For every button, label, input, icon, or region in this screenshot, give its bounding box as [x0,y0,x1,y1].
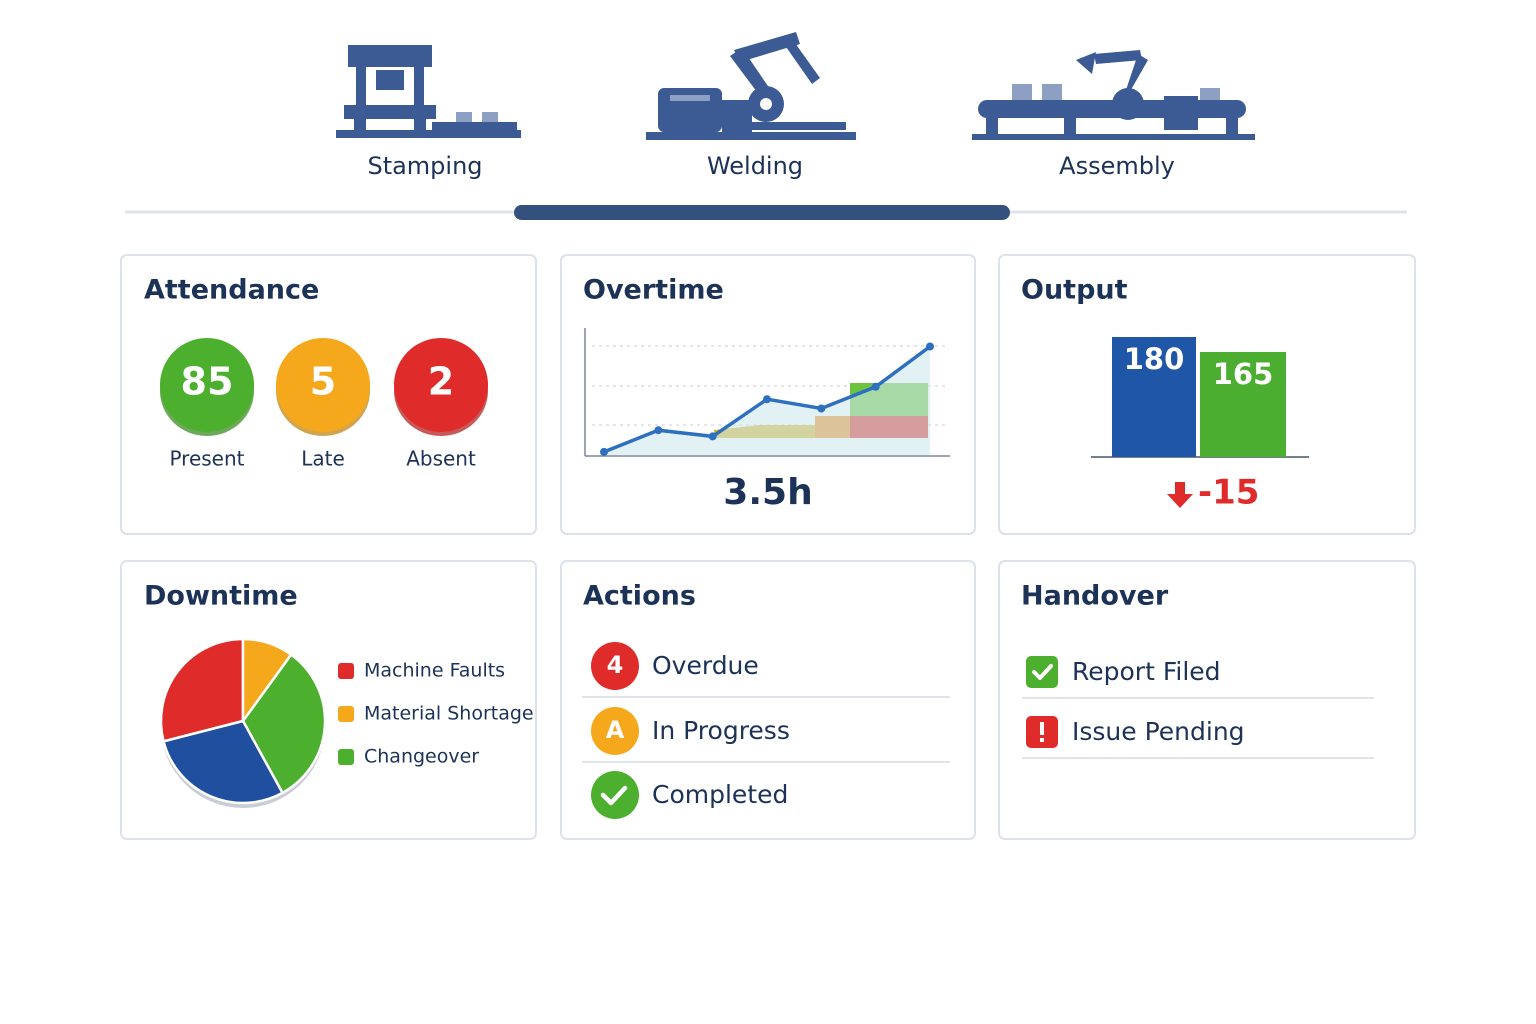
status-badge [160,338,254,432]
handover-card [998,560,1416,840]
pie-slice [162,719,285,805]
handover-label: Report Filed [1072,657,1221,686]
assembly-icon [972,50,1255,140]
card-title: Overtime [583,275,724,306]
count: 5 [310,360,336,404]
legend-swatch [338,749,354,765]
bar [1200,352,1286,457]
overtime-point [926,342,934,351]
action-label: Overdue [652,651,759,680]
status-badge [394,338,488,432]
card-title: Downtime [144,581,298,612]
overtime-point [654,426,663,435]
tab[interactable]: Assembly [1059,152,1175,180]
legend-swatch [338,663,354,679]
action-badge [591,707,639,755]
actions-card [560,560,976,840]
overtime-card [560,254,976,535]
count: 85 [181,360,234,404]
legend-label: Material Shortage [364,703,534,725]
badge-text: A [606,716,625,744]
down-arrow [1167,482,1193,508]
action-badge [591,771,639,819]
overtime-point [817,404,826,413]
card-title: Attendance [144,275,319,306]
count-label: Late [301,447,345,471]
alert-icon [1040,738,1044,742]
pie-slice [241,652,327,795]
legend-swatch [338,706,354,722]
tab[interactable]: Welding [707,152,803,180]
output-delta: -15 [1198,473,1259,513]
bar-label: 165 [1213,357,1274,391]
count: 2 [428,360,454,404]
overtime-point [600,447,608,456]
action-badge [591,642,639,690]
action-label: Completed [652,780,788,809]
overtime-point [708,432,717,441]
check-icon [600,785,628,806]
action-label: In Progress [652,716,790,745]
badge-text: 4 [607,651,624,679]
pie-slice [159,637,245,743]
overtime-point [763,395,771,404]
tab[interactable]: Stamping [367,152,482,180]
handover-label: Issue Pending [1072,717,1245,746]
status-badge [276,338,370,432]
bar-label: 180 [1124,342,1185,376]
bar [1112,337,1196,457]
active-tab-indicator [514,205,1010,220]
count-label: Absent [406,447,476,471]
alert-icon [1040,722,1044,735]
overtime-total: 3.5h [723,472,812,513]
overtime-point [871,382,880,391]
check-icon [1032,664,1053,680]
card-title: Output [1021,275,1128,306]
legend-label: Machine Faults [364,660,505,682]
count-label: Present [169,447,244,471]
card-title: Handover [1021,581,1169,612]
stamping-icon [336,45,521,138]
card-title: Actions [583,581,696,612]
status-icon [1026,656,1058,688]
welding-icon [646,32,856,140]
legend-label: Changeover [364,746,479,768]
